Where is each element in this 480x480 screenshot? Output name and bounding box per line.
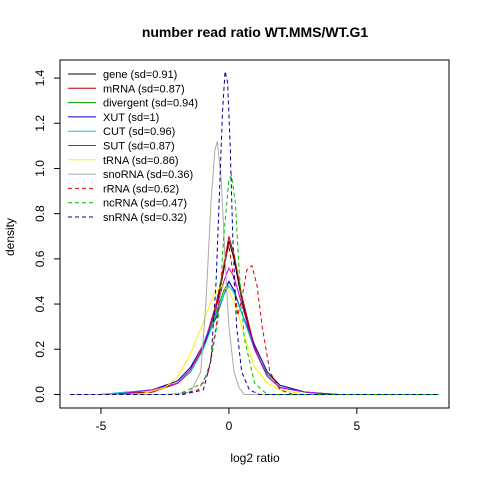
- series-line-1: [70, 236, 439, 395]
- series-line-6: [70, 285, 439, 395]
- series-line-2: [70, 280, 439, 395]
- x-axis-label: log2 ratio: [230, 451, 280, 465]
- series-line-4: [70, 285, 439, 395]
- legend: gene (sd=0.91) mRNA (sd=0.87) divergent (s…: [68, 69, 198, 224]
- y-tick-label: 1.2: [33, 115, 47, 132]
- legend-entry: SUT (sd=0.87): [103, 141, 175, 153]
- legend-entry: ncRNA (sd=0.47): [103, 198, 187, 210]
- y-axis: 0.0 0.2 0.4 0.6 0.8 1.0 1.2 1.4: [33, 69, 60, 403]
- y-tick-label: 0.0: [33, 386, 47, 403]
- y-tick-label: 0.6: [33, 250, 47, 267]
- legend-entry: tRNA (sd=0.86): [103, 155, 179, 167]
- legend-entry: snoRNA (sd=0.36): [103, 169, 193, 181]
- y-tick-label: 0.2: [33, 341, 47, 358]
- legend-entry: mRNA (sd=0.87): [103, 83, 185, 95]
- legend-entry: XUT (sd=1): [103, 112, 159, 124]
- series-line-10: [70, 71, 439, 395]
- series-line-0: [70, 240, 439, 395]
- series-line-7: [70, 141, 439, 395]
- series-line-3: [70, 280, 439, 395]
- y-axis-label: density: [3, 218, 17, 256]
- legend-entry: gene (sd=0.91): [103, 69, 177, 81]
- x-tick-label: 0: [226, 419, 233, 433]
- legend-entry: divergent (sd=0.94): [103, 98, 198, 110]
- legend-entry: rRNA (sd=0.62): [103, 183, 179, 195]
- x-tick-label: -5: [96, 419, 107, 433]
- series-line-8: [70, 245, 439, 395]
- x-axis: -5 0 5: [96, 408, 361, 433]
- plot-area: [59, 59, 450, 409]
- series-line-5: [70, 266, 439, 395]
- y-tick-label: 0.4: [33, 295, 47, 312]
- legend-entry: CUT (sd=0.96): [103, 126, 175, 138]
- legend-entry: snRNA (sd=0.32): [103, 212, 187, 224]
- chart-title: number read ratio WT.MMS/WT.G1: [142, 24, 369, 40]
- y-tick-label: 1.4: [33, 69, 47, 86]
- y-tick-label: 0.8: [33, 205, 47, 222]
- y-tick-label: 1.0: [33, 160, 47, 177]
- x-tick-label: 5: [354, 419, 361, 433]
- series-line-9: [70, 173, 439, 395]
- plot-frame: [59, 59, 450, 409]
